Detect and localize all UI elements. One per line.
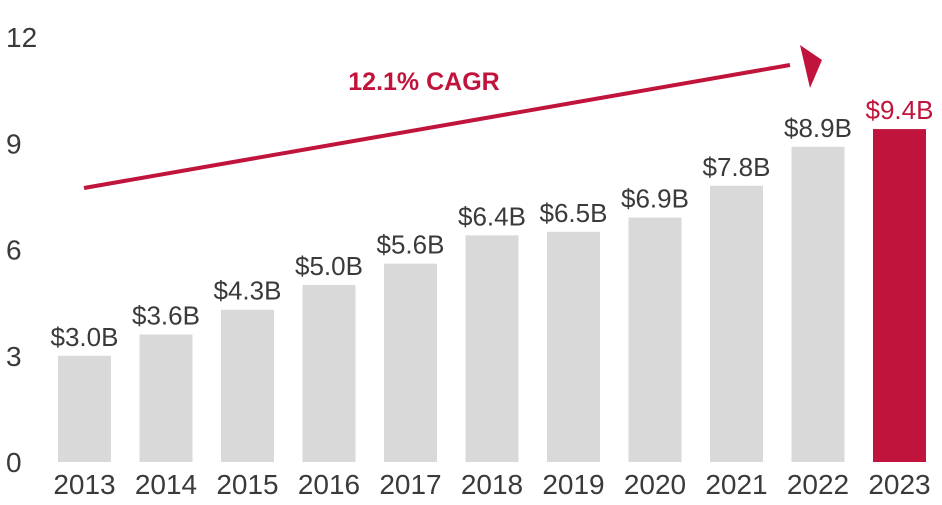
x-tick-label-2021: 2021	[705, 469, 767, 500]
bar-2015	[221, 309, 274, 462]
cagr-label: 12.1% CAGR	[348, 68, 499, 96]
x-axis-ticks: 2013 2014 2015 2016 2017 2018 2019 2020 2021 2022…	[53, 469, 930, 500]
y-tick-label: 12	[6, 22, 37, 53]
data-label-2013: $3.0B	[51, 322, 119, 352]
x-tick-label-2014: 2014	[135, 469, 197, 500]
bars	[58, 129, 926, 463]
bar-2018	[465, 235, 519, 462]
bar-2013	[58, 355, 111, 462]
cagr-annotation: 12.1% CAGR	[83, 45, 822, 190]
bar-2014	[139, 334, 193, 462]
data-label-2020: $6.9B	[621, 184, 689, 214]
data-label-2014: $3.6B	[132, 301, 200, 331]
bar-2019	[547, 231, 600, 462]
x-tick-label-2016: 2016	[298, 469, 360, 500]
bar-2022	[791, 146, 845, 462]
bar-2017	[384, 263, 437, 462]
x-tick-label-2020: 2020	[624, 469, 686, 500]
data-labels: $3.0B $3.6B $4.3B $5.0B $5.6B $6.4B $6.5B $6.9B…	[51, 95, 934, 352]
bar-2021	[710, 185, 763, 462]
x-tick-label-2015: 2015	[216, 469, 278, 500]
data-label-2021: $7.8B	[703, 152, 771, 182]
y-tick-label: 9	[6, 128, 22, 159]
y-tick-label: 0	[6, 447, 22, 478]
data-label-2023: $9.4B	[866, 95, 934, 125]
x-tick-label-2023: 2023	[868, 469, 930, 500]
y-tick-label: 6	[6, 235, 22, 266]
y-axis-ticks: 0 3 6 9 12	[6, 22, 37, 478]
cagr-arrow-head	[800, 45, 822, 88]
cagr-arrow-line	[83, 63, 791, 190]
data-label-2022: $8.9B	[784, 113, 852, 143]
data-label-2015: $4.3B	[214, 276, 282, 306]
x-tick-label-2017: 2017	[379, 469, 441, 500]
x-tick-label-2013: 2013	[53, 469, 115, 500]
x-tick-label-2022: 2022	[787, 469, 849, 500]
bar-2016	[302, 284, 356, 462]
data-label-2016: $5.0B	[295, 251, 363, 281]
data-label-2019: $6.5B	[540, 198, 608, 228]
x-tick-label-2019: 2019	[542, 469, 604, 500]
data-label-2018: $6.4B	[458, 201, 526, 231]
y-tick-label: 3	[6, 341, 22, 372]
x-tick-label-2018: 2018	[461, 469, 523, 500]
bar-2020	[628, 217, 682, 462]
data-label-2017: $5.6B	[377, 230, 445, 260]
bar-2023	[873, 129, 926, 463]
